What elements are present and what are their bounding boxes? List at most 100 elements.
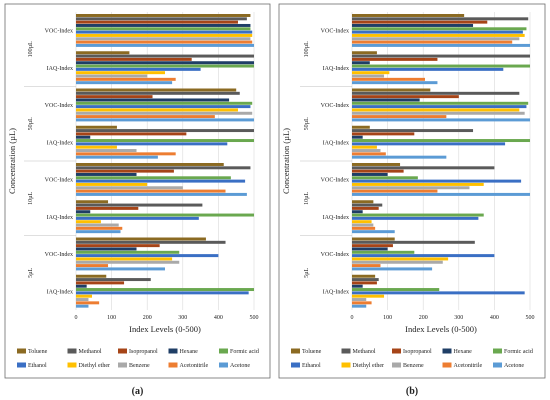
concentration-label: 100µL xyxy=(28,41,34,57)
x-tick-label: 500 xyxy=(526,315,535,321)
x-tick-label: 200 xyxy=(419,315,428,321)
bar-acetone xyxy=(352,81,438,85)
bar-hexane xyxy=(76,61,254,65)
legend-label: Diethyl ether xyxy=(79,363,111,369)
x-axis-title: Index Levels (0-500) xyxy=(405,324,477,334)
bar-acetone xyxy=(352,230,395,234)
bar-methanol xyxy=(76,166,251,170)
bar-formic-acid xyxy=(352,250,415,254)
bar-toluene xyxy=(352,51,377,55)
bar-methanol xyxy=(76,91,240,95)
bar-acetone xyxy=(76,304,89,308)
bar-diethyl-ether xyxy=(352,220,372,224)
bar-isopropanol xyxy=(352,169,404,173)
chart-panel-a: 0 100 200 300 400 500 VOC-Index IAQ-Index 100µL V… xyxy=(4,3,271,397)
bar-formic-acid xyxy=(76,213,254,217)
bar-acetonitrile xyxy=(352,77,425,81)
bar-benzene xyxy=(352,298,367,301)
metric-label: VOC-Index xyxy=(45,103,73,109)
bar-hexane xyxy=(352,98,420,102)
bar-ethanol xyxy=(352,216,479,220)
legend-label: Formic acid xyxy=(504,349,533,355)
bar-hexane xyxy=(352,172,388,176)
bar-isopropanol xyxy=(76,132,187,136)
x-tick-label: 0 xyxy=(75,315,78,321)
bar-toluene xyxy=(76,51,130,55)
legend-label: Toluene xyxy=(28,349,48,355)
bar-isopropanol xyxy=(76,281,125,285)
bar-benzene xyxy=(76,260,180,264)
bar-formic-acid xyxy=(352,139,530,143)
bar-diethyl-ether xyxy=(76,108,238,112)
bar-toluene xyxy=(76,88,237,92)
bar-acetonitrile xyxy=(76,226,123,230)
legend-label: Benzene xyxy=(403,363,424,369)
bar-toluene xyxy=(76,14,251,17)
bar-benzene xyxy=(76,298,89,301)
bar-benzene xyxy=(352,74,385,78)
bar-hexane xyxy=(352,61,370,65)
bar-methanol xyxy=(352,17,529,21)
metric-label: IAQ-Index xyxy=(47,66,73,72)
concentration-label: 50µL xyxy=(28,117,34,130)
bar-acetone xyxy=(76,155,158,159)
bar-acetone xyxy=(352,192,530,196)
legend-swatch xyxy=(118,348,127,354)
bar-hexane xyxy=(76,284,87,288)
bar-diethyl-ether xyxy=(76,145,117,149)
bar-diethyl-ether xyxy=(352,145,377,149)
legend-swatch xyxy=(493,362,502,368)
bar-hexane xyxy=(352,284,363,288)
bar-hexane xyxy=(76,247,137,251)
legend-swatch xyxy=(17,362,26,368)
legend-swatch xyxy=(219,348,228,354)
metric-label: IAQ-Index xyxy=(323,215,349,221)
bar-benzene xyxy=(352,223,374,227)
bar-acetone xyxy=(352,267,433,271)
bar-benzene xyxy=(76,74,148,78)
legend-label: Formic acid xyxy=(230,349,259,355)
bar-benzene xyxy=(76,149,137,152)
bar-formic-acid xyxy=(76,250,180,254)
bar-hexane xyxy=(352,210,363,214)
bar-toluene xyxy=(352,14,465,17)
bar-acetonitrile xyxy=(76,189,226,193)
bar-benzene xyxy=(352,260,443,264)
bar-isopropanol xyxy=(76,95,153,99)
metric-label: VOC-Index xyxy=(45,252,73,258)
x-tick-label: 300 xyxy=(454,315,463,321)
bar-acetone xyxy=(76,81,173,85)
bar-diethyl-ether xyxy=(76,294,93,298)
bar-ethanol xyxy=(76,179,246,183)
bar-benzene xyxy=(352,37,520,41)
legend-label: Diethyl ether xyxy=(353,363,385,369)
bar-isopropanol xyxy=(76,57,192,61)
bar-acetonitrile xyxy=(76,152,176,156)
bar-toluene xyxy=(76,200,109,204)
bar-formic-acid xyxy=(352,64,530,68)
bar-acetonitrile xyxy=(76,301,100,305)
bar-acetonitrile xyxy=(76,77,176,81)
bar-acetone xyxy=(76,192,247,196)
bar-toluene xyxy=(352,200,374,204)
bar-methanol xyxy=(352,203,383,207)
x-tick-label: 400 xyxy=(214,315,223,321)
bar-diethyl-ether xyxy=(352,108,520,112)
bar-toluene xyxy=(352,274,376,278)
bar-hexane xyxy=(76,23,251,27)
concentration-label: 10µL xyxy=(304,191,310,204)
bar-benzene xyxy=(352,186,470,190)
bar-acetonitrile xyxy=(352,226,376,230)
bar-hexane xyxy=(352,247,388,251)
bar-acetone xyxy=(76,267,165,271)
legend-swatch xyxy=(168,348,178,354)
legend-swatch xyxy=(493,348,502,354)
legend-label: Isopropanol xyxy=(129,349,158,355)
bar-isopropanol xyxy=(352,57,438,61)
bar-methanol xyxy=(352,91,520,95)
bar-methanol xyxy=(76,17,247,21)
metric-label: IAQ-Index xyxy=(323,140,349,146)
bar-benzene xyxy=(352,149,381,152)
bar-formic-acid xyxy=(76,27,251,31)
